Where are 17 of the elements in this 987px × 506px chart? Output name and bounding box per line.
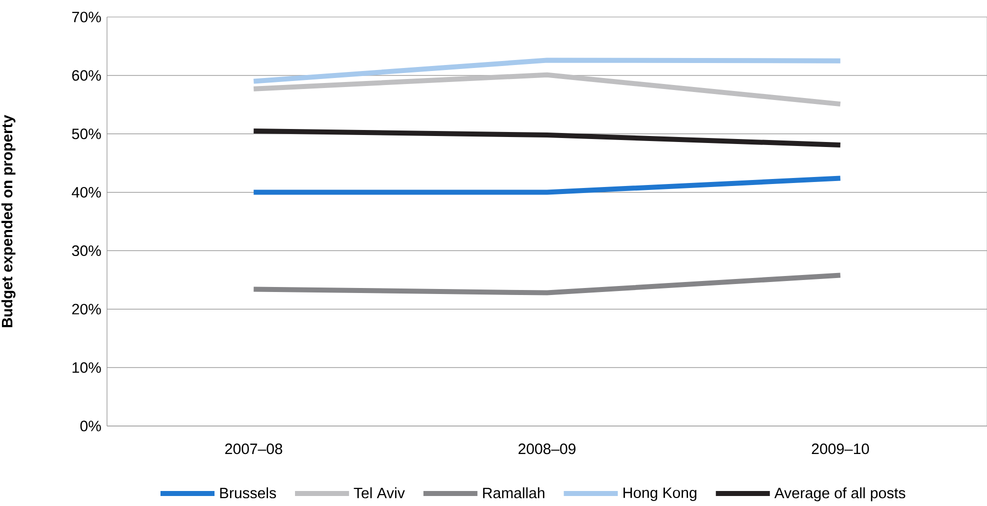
y-tick-label: 50% — [72, 128, 101, 140]
y-axis-title: Budget expended on property — [1, 114, 16, 328]
y-tick-label: 20% — [72, 304, 101, 314]
legend-label: Average of all posts — [774, 487, 906, 502]
legend-label: Tel Aviv — [354, 487, 405, 498]
y-tick-label: 0% — [80, 420, 101, 432]
legend-label: Brussels — [220, 487, 276, 498]
y-tick-label: 30% — [72, 245, 101, 256]
x-tick-label: 2009–10 — [812, 444, 869, 454]
legend-label: Ramallah — [483, 487, 544, 498]
y-tick-label: 70% — [72, 12, 101, 22]
x-tick-label: 2008–09 — [518, 444, 576, 454]
y-tick-label: 10% — [72, 362, 101, 373]
y-tick-label: 60% — [72, 70, 101, 81]
x-tick-label: 2007–08 — [225, 444, 282, 454]
legend-label: Hong Kong — [624, 488, 696, 501]
y-tick-label: 40% — [72, 186, 101, 198]
